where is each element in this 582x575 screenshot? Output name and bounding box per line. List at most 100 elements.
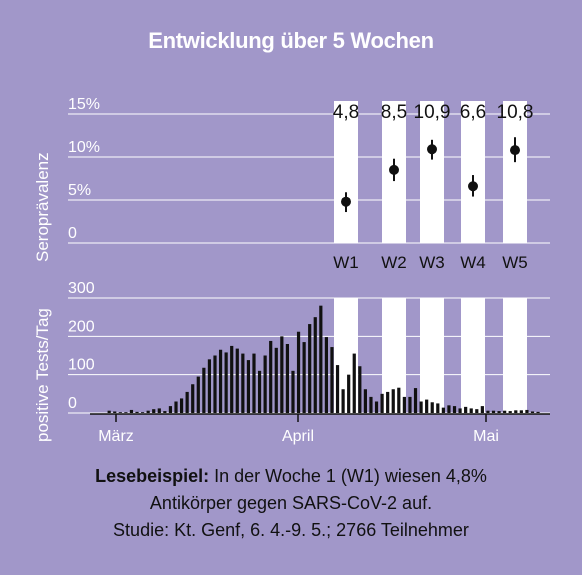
tests-bar: [157, 408, 161, 413]
tests-tick-label: 200: [68, 318, 95, 335]
tests-bar: [135, 411, 139, 413]
tests-bar: [124, 412, 128, 413]
tests-tick-label: 300: [68, 280, 95, 297]
tests-bar: [386, 391, 390, 413]
tests-bar: [335, 365, 340, 413]
week-label: W2: [381, 253, 407, 272]
tests-tick-label: 100: [68, 357, 95, 374]
tests-bar: [241, 353, 245, 413]
tests-bar: [313, 317, 317, 413]
tests-tick-label: 0: [68, 395, 77, 412]
sero-point: [468, 181, 478, 192]
tests-bar: [202, 367, 206, 413]
tests-bar: [113, 411, 117, 413]
tests-bar: [196, 376, 200, 413]
tests-bar: [330, 347, 334, 413]
tests-bar: [257, 370, 262, 413]
tests-bar: [480, 406, 484, 413]
tests-bar: [174, 401, 178, 413]
tests-bar: [475, 409, 479, 413]
tests-bar: [402, 396, 406, 413]
tests-x-tick-label: April: [282, 428, 314, 445]
caption-text-1: In der Woche 1 (W1) wiesen 4,8%: [209, 466, 487, 486]
tests-bar: [129, 409, 134, 413]
tests-bar: [458, 408, 462, 413]
tests-bar: [413, 388, 418, 413]
tests-bar: [436, 403, 440, 413]
caption-line-1: Lesebeispiel: In der Woche 1 (W1) wiesen…: [0, 463, 582, 490]
week-label: W4: [460, 253, 486, 272]
tests-bar: [503, 410, 507, 413]
week-label: W1: [333, 253, 359, 272]
seroprevalence-points: [341, 137, 520, 213]
tests-bar: [280, 336, 284, 413]
sero-value-label: 10,8: [497, 102, 534, 123]
caption-line-3: Studie: Kt. Genf, 6. 4.-9. 5.; 2766 Teil…: [113, 520, 469, 540]
tests-bar: [452, 406, 457, 413]
sero-tick-label: 0: [68, 225, 77, 242]
sero-value-label: 10,9: [414, 102, 451, 123]
tests-bar: [218, 349, 223, 413]
caption-bold: Lesebeispiel:: [95, 466, 210, 486]
tests-bar: [358, 366, 362, 413]
tests-bar: [207, 359, 212, 413]
tests-bar: [425, 399, 429, 413]
tests-bar: [374, 401, 379, 413]
tests-bar: [525, 409, 529, 413]
week-band-bottom: [503, 298, 527, 413]
tests-bar: [191, 384, 195, 413]
tests-bar: [213, 355, 217, 413]
sero-point: [427, 144, 437, 155]
tests-bar: [269, 340, 273, 413]
tests-bar: [347, 374, 351, 413]
sero-point: [341, 196, 351, 207]
tests-bar: [380, 393, 384, 413]
tests-bar: [252, 353, 256, 413]
tests-bar: [291, 370, 295, 413]
seroprevalence-grid: 15% 10% 5% 0: [68, 96, 550, 244]
week-band-top: [503, 101, 527, 243]
tests-bar: [296, 331, 301, 413]
sero-axis-title: Seroprävalenz: [33, 152, 52, 262]
tests-bar: [168, 406, 173, 413]
tests-bar: [447, 405, 451, 413]
tests-bar: [536, 411, 540, 413]
tests-bar: [469, 408, 473, 413]
week-label: W3: [419, 253, 445, 272]
tests-bar: [441, 407, 445, 413]
caption: Lesebeispiel: In der Woche 1 (W1) wiesen…: [0, 463, 582, 544]
tests-x-tick-label: Mai: [473, 428, 499, 445]
sero-value-label: 6,6: [460, 102, 486, 123]
chart-title: Entwicklung über 5 Wochen: [148, 28, 434, 53]
week-label: W5: [502, 253, 528, 272]
tests-bar: [308, 324, 312, 413]
tests-bar: [118, 412, 122, 413]
tests-bar: [341, 389, 345, 413]
tests-bar: [163, 411, 167, 413]
tests-bar: [530, 411, 535, 413]
tests-bar: [146, 410, 150, 413]
week-band-top: [334, 101, 358, 243]
week-band-bottom: [420, 298, 444, 413]
tests-bar: [230, 345, 234, 413]
tests-bar: [397, 387, 401, 413]
tests-bar: [179, 398, 184, 413]
tests-bar: [519, 410, 523, 413]
sero-tick-label: 10%: [68, 139, 100, 156]
tests-bar: [319, 305, 323, 413]
tests-bar: [263, 355, 267, 413]
week-band-top: [461, 101, 485, 243]
tests-bars: März April Mai: [90, 305, 550, 445]
tests-bar: [408, 396, 412, 413]
tests-bar: [363, 389, 367, 413]
tests-bar: [497, 411, 501, 413]
caption-line-2: Antikörper gegen SARS-CoV-2 auf.: [149, 493, 433, 513]
tests-bar: [302, 342, 306, 413]
tests-bar: [324, 337, 328, 413]
tests-bar: [508, 411, 512, 413]
tests-axis-title: positive Tests/Tag: [33, 308, 52, 442]
week-bands: [334, 101, 527, 413]
tests-bar: [235, 348, 239, 413]
chart-labels: 4,8 W1 8,5 W2 10,9 W3 6,6 W4 10,8 W5 Seroprävalenz…: [33, 102, 533, 442]
tests-bar: [152, 409, 156, 413]
